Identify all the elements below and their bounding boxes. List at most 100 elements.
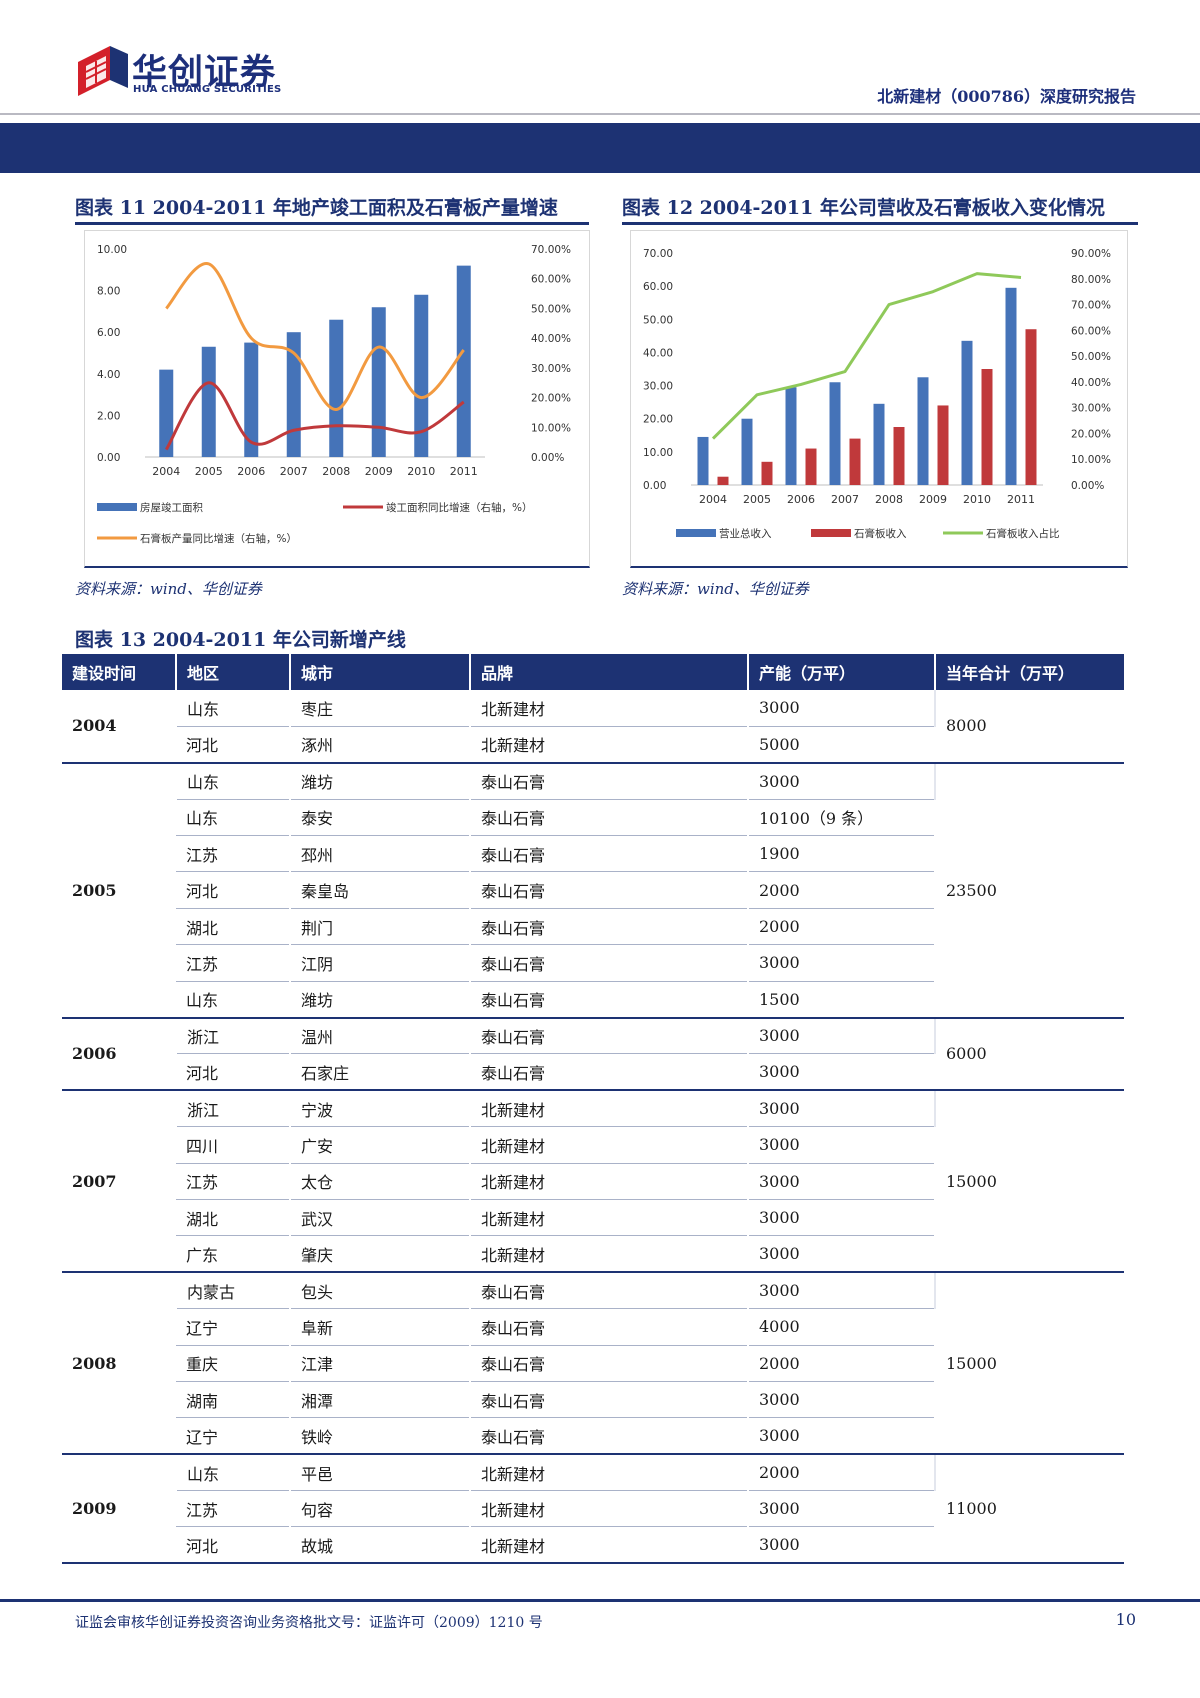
bar-secondary bbox=[849, 438, 861, 485]
y-left-tick-label: 60.00 bbox=[643, 281, 673, 293]
cell-capacity: 2000 bbox=[747, 1454, 936, 1492]
cell-capacity: 3000 bbox=[747, 1199, 936, 1237]
table-13-title: 图表 13 2004-2011 年公司新增产线 bbox=[75, 629, 406, 651]
x-tick-label: 2004 bbox=[699, 493, 727, 506]
y-right-tick-label: 90.00% bbox=[1071, 248, 1111, 260]
cell-region: 内蒙古 bbox=[175, 1272, 290, 1310]
cell-brand: 泰山石膏 bbox=[469, 1053, 748, 1092]
cell-city: 肇庆 bbox=[289, 1235, 470, 1274]
cell-capacity: 3000 bbox=[747, 1163, 936, 1200]
y-right-tick-label: 70.00% bbox=[1071, 300, 1111, 312]
cell-brand: 北新建材 bbox=[469, 690, 748, 727]
cell-region: 河北 bbox=[176, 1053, 290, 1092]
cell-city: 邳州 bbox=[289, 835, 470, 873]
y-right-tick-label: 0.00% bbox=[1071, 480, 1104, 492]
x-tick-label: 2004 bbox=[152, 465, 180, 478]
legend-label: 房屋竣工面积 bbox=[140, 501, 203, 514]
bar-primary bbox=[371, 307, 386, 457]
cell-city: 温州 bbox=[289, 1017, 470, 1055]
y-left-tick-label: 70.00 bbox=[643, 248, 673, 260]
cell-capacity: 3000 bbox=[747, 1235, 936, 1274]
y-left-tick-label: 10.00 bbox=[97, 244, 127, 256]
y-left-tick-label: 0.00 bbox=[97, 452, 120, 464]
table-row: 湖南 湘潭 泰山石膏 3000 bbox=[62, 1381, 1124, 1419]
table-row: 河北 涿州 北新建材 5000 bbox=[62, 726, 1124, 764]
x-tick-label: 2009 bbox=[919, 493, 947, 506]
bar-primary bbox=[829, 382, 841, 485]
footer-license-text: 证监会审核华创证券投资咨询业务资格批文号：证监许可（2009）1210 号 bbox=[75, 1615, 543, 1631]
chart-11-svg: 0.00 2.00 4.00 6.00 8.00 10.00 0.00% 10.00% 20.0… bbox=[97, 244, 571, 545]
footer-divider bbox=[0, 1599, 1200, 1602]
y-right-tick-label: 20.00% bbox=[1071, 428, 1111, 440]
series-line bbox=[711, 272, 1022, 440]
cell-year: 2004 bbox=[62, 690, 176, 764]
cell-capacity: 10100（9 条） bbox=[747, 799, 936, 837]
cell-annual-total: 15000 bbox=[934, 1272, 1124, 1456]
cell-brand: 泰山石膏 bbox=[469, 908, 748, 946]
cell-brand: 泰山石膏 bbox=[469, 944, 748, 982]
cell-year: 2008 bbox=[62, 1272, 176, 1456]
cell-brand: 泰山石膏 bbox=[469, 871, 748, 909]
table-row: 江苏 邳州 泰山石膏 1900 bbox=[62, 835, 1124, 873]
cell-year: 2005 bbox=[62, 762, 176, 1019]
table-row: 江苏 太仓 北新建材 3000 bbox=[62, 1163, 1124, 1200]
cell-city: 武汉 bbox=[289, 1199, 470, 1237]
figure-12-chart: 0.00 10.00 20.00 30.00 40.00 50.00 60.00 70.00 0… bbox=[630, 230, 1128, 568]
cell-year: 2009 bbox=[62, 1454, 176, 1565]
figure-11-title: 图表 11 2004-2011 年地产竣工面积及石膏板产量增速 bbox=[75, 197, 558, 219]
figure-11-rule bbox=[75, 222, 589, 225]
legend-swatch bbox=[676, 529, 716, 537]
bar-secondary bbox=[805, 448, 817, 485]
cell-region: 江苏 bbox=[176, 944, 290, 982]
cell-region: 山东 bbox=[175, 690, 290, 727]
y-right-tick-label: 20.00% bbox=[531, 393, 571, 405]
x-tick-label: 2007 bbox=[831, 493, 859, 506]
cell-brand: 泰山石膏 bbox=[469, 981, 748, 1019]
table-row: 广东 肇庆 北新建材 3000 bbox=[62, 1235, 1124, 1274]
cell-city: 阜新 bbox=[289, 1308, 470, 1346]
y-right-tick-label: 10.00% bbox=[1071, 454, 1111, 466]
bar-primary bbox=[741, 418, 753, 485]
table-row: 河北 石家庄 泰山石膏 3000 bbox=[62, 1053, 1124, 1092]
table-row: 辽宁 铁岭 泰山石膏 3000 bbox=[62, 1417, 1124, 1456]
bar-primary bbox=[329, 319, 344, 457]
y-right-tick-label: 0.00% bbox=[531, 452, 564, 464]
cell-region: 河北 bbox=[176, 726, 290, 764]
cell-brand: 泰山石膏 bbox=[469, 835, 748, 873]
header-band bbox=[0, 123, 1200, 173]
company-logo: 华创证券 HUA CHUANG SECURITIES bbox=[76, 42, 296, 102]
x-tick-label: 2007 bbox=[280, 465, 308, 478]
production-line-table: 建设时间 地区 城市 品牌 产能（万平） 当年合计（万平） 2004 山东 枣庄 北新… bbox=[62, 654, 1124, 1565]
table-row: 2009 山东 平邑 北新建材 2000 11000 bbox=[62, 1454, 1124, 1565]
page-number: 10 bbox=[1115, 1610, 1136, 1629]
x-tick-label: 2011 bbox=[450, 465, 478, 478]
cell-brand: 北新建材 bbox=[469, 1490, 748, 1528]
x-tick-label: 2008 bbox=[322, 465, 350, 478]
table-row: 重庆 江津 泰山石膏 2000 bbox=[62, 1345, 1124, 1382]
table-row: 河北 故城 北新建材 3000 bbox=[62, 1526, 1124, 1565]
cell-region: 辽宁 bbox=[176, 1308, 290, 1346]
y-right-tick-label: 40.00% bbox=[531, 333, 571, 345]
cell-capacity: 3000 bbox=[747, 944, 936, 982]
header-annual-total: 当年合计（万平） bbox=[934, 654, 1124, 690]
table-row: 江苏 江阴 泰山石膏 3000 bbox=[62, 944, 1124, 982]
cell-brand: 北新建材 bbox=[469, 1526, 748, 1565]
header-region: 地区 bbox=[175, 654, 290, 690]
cell-city: 宁波 bbox=[289, 1090, 470, 1128]
table-row: 2007 浙江 宁波 北新建材 3000 15000 bbox=[62, 1090, 1124, 1274]
cell-city: 故城 bbox=[289, 1526, 470, 1565]
cell-region: 湖北 bbox=[176, 1199, 290, 1237]
y-right-tick-label: 70.00% bbox=[531, 244, 571, 256]
cell-region: 浙江 bbox=[175, 1090, 290, 1128]
cell-region: 四川 bbox=[176, 1126, 290, 1164]
y-right-tick-label: 60.00% bbox=[1071, 325, 1111, 337]
cell-year: 2006 bbox=[62, 1017, 176, 1092]
table-header-row: 建设时间 地区 城市 品牌 产能（万平） 当年合计（万平） bbox=[62, 654, 1124, 690]
cell-brand: 北新建材 bbox=[469, 1199, 748, 1237]
bar-secondary bbox=[981, 369, 993, 485]
y-right-tick-label: 80.00% bbox=[1071, 274, 1111, 286]
cell-region: 江苏 bbox=[176, 1490, 290, 1528]
table-row: 山东 潍坊 泰山石膏 1500 bbox=[62, 981, 1124, 1019]
cell-city: 潍坊 bbox=[289, 981, 470, 1019]
x-tick-label: 2006 bbox=[787, 493, 815, 506]
